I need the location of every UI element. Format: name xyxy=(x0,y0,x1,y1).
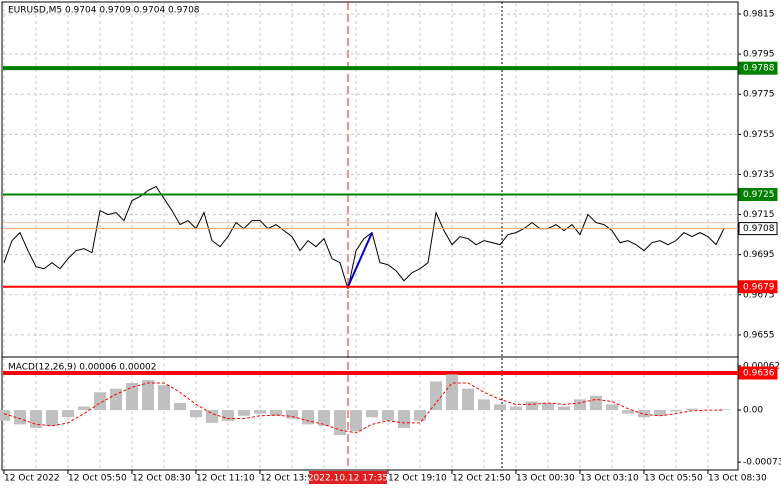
x-tick-label: 12 Oct 19:10 xyxy=(388,474,447,484)
macd-bar xyxy=(174,402,186,411)
macd-bar xyxy=(382,410,394,421)
level-label: 0.9679 xyxy=(743,282,775,292)
y-tick-label: 0.9775 xyxy=(743,90,775,100)
y-tick-label: 0.9815 xyxy=(743,10,775,20)
y-tick-label: 0.9735 xyxy=(743,170,775,180)
macd-bar xyxy=(286,410,298,419)
price-line xyxy=(3,185,725,289)
macd-bar xyxy=(622,410,634,414)
level-label-box xyxy=(738,188,778,202)
x-tick-label: 12 Oct 11:10 xyxy=(196,474,255,484)
macd-bar xyxy=(366,410,378,418)
macd-bar xyxy=(158,385,170,411)
macd-bar xyxy=(430,381,442,411)
macd-bar xyxy=(494,404,506,411)
macd-bar xyxy=(62,410,74,418)
macd-bar xyxy=(238,410,250,416)
level-label-box xyxy=(738,280,778,294)
macd-bar xyxy=(350,410,362,432)
macd-bar xyxy=(718,409,730,411)
level-label: 0.9636 xyxy=(743,368,775,378)
macd-bar xyxy=(574,399,586,411)
crosshair-label: 2022.10.12 17:35 xyxy=(308,474,388,484)
macd-bar xyxy=(30,410,42,428)
macd-bar xyxy=(0,410,10,421)
x-tick-label: 12 Oct 05:50 xyxy=(68,474,127,484)
macd-bar xyxy=(222,410,234,421)
macd-bar xyxy=(414,410,426,421)
x-tick-label: 12 Oct 08:30 xyxy=(132,474,191,484)
macd-bar xyxy=(254,410,266,414)
macd-bar xyxy=(670,410,682,412)
macd-y-tick-label: -0.00073 xyxy=(743,458,781,468)
macd-y-tick-label: 0.00062 xyxy=(743,361,780,371)
macd-bar xyxy=(558,406,570,411)
price-panel xyxy=(3,66,738,375)
y-tick-label: 0.9655 xyxy=(743,330,775,340)
macd-bar xyxy=(542,402,554,411)
x-tick-label: 13 Oct 08:30 xyxy=(708,474,767,484)
x-tick-label: 12 Oct 21:50 xyxy=(452,474,511,484)
crosshair-label-box xyxy=(309,471,387,484)
level-label: 0.9708 xyxy=(743,224,775,234)
macd-bar xyxy=(126,382,138,411)
y-tick-label: 0.9755 xyxy=(743,130,775,140)
level-label: 0.9725 xyxy=(743,190,775,200)
macd-bar xyxy=(318,410,330,426)
macd-bar xyxy=(302,410,314,425)
y-tick-label: 0.9675 xyxy=(743,290,775,300)
macd-bar xyxy=(46,410,58,426)
macd-bar xyxy=(270,410,282,416)
macd-bar xyxy=(190,410,202,418)
axes: 0.9815 0.9795 0.9775 0.9755 0.9735 0.9715 0.96… xyxy=(3,10,781,484)
macd-bar xyxy=(526,401,538,411)
level-label-box xyxy=(738,222,778,236)
macd-bar xyxy=(446,374,458,411)
trendline xyxy=(347,232,373,288)
macd-bar xyxy=(206,410,218,423)
macd-signal xyxy=(3,382,724,434)
level-label: 0.9788 xyxy=(743,64,775,74)
level-label-box xyxy=(738,366,778,380)
macd-bar xyxy=(94,392,106,411)
x-tick-label: 13 Oct 00:30 xyxy=(516,474,575,484)
y-tick-label: 0.9695 xyxy=(743,250,775,260)
chart-title: EURUSD,M5 0.9704 0.9709 0.9704 0.9708 xyxy=(8,6,200,16)
x-tick-label: 12 Oct 2022 xyxy=(4,474,60,484)
macd-bar xyxy=(142,380,154,411)
macd-bar xyxy=(398,410,410,428)
macd-bar xyxy=(654,410,666,416)
macd-bar xyxy=(606,404,618,411)
macd-bar xyxy=(14,410,26,425)
y-tick-label: 0.9795 xyxy=(743,50,775,60)
macd-bar xyxy=(110,388,122,411)
macd-panel: MACD(12,26,9) 0.00006 0.00002 xyxy=(0,356,738,436)
macd-bar xyxy=(334,410,346,436)
x-tick-label: 13 Oct 03:10 xyxy=(580,474,639,484)
x-tick-label: 12 Oct 13:50 xyxy=(260,474,319,484)
macd-bar xyxy=(590,395,602,411)
macd-bar xyxy=(78,406,90,411)
macd-label: MACD(12,26,9) 0.00006 0.00002 xyxy=(8,363,157,373)
macd-bar xyxy=(510,406,522,411)
level-label-box xyxy=(738,61,778,75)
macd-bar xyxy=(462,388,474,411)
macd-y-tick-label: 0.00 xyxy=(743,406,763,416)
y-tick-label: 0.9715 xyxy=(743,210,775,220)
macd-bar xyxy=(638,410,650,418)
macd-bar xyxy=(478,399,490,411)
macd-bar xyxy=(686,408,698,411)
grid xyxy=(3,3,738,469)
x-tick-label: 13 Oct 05:50 xyxy=(644,474,703,484)
